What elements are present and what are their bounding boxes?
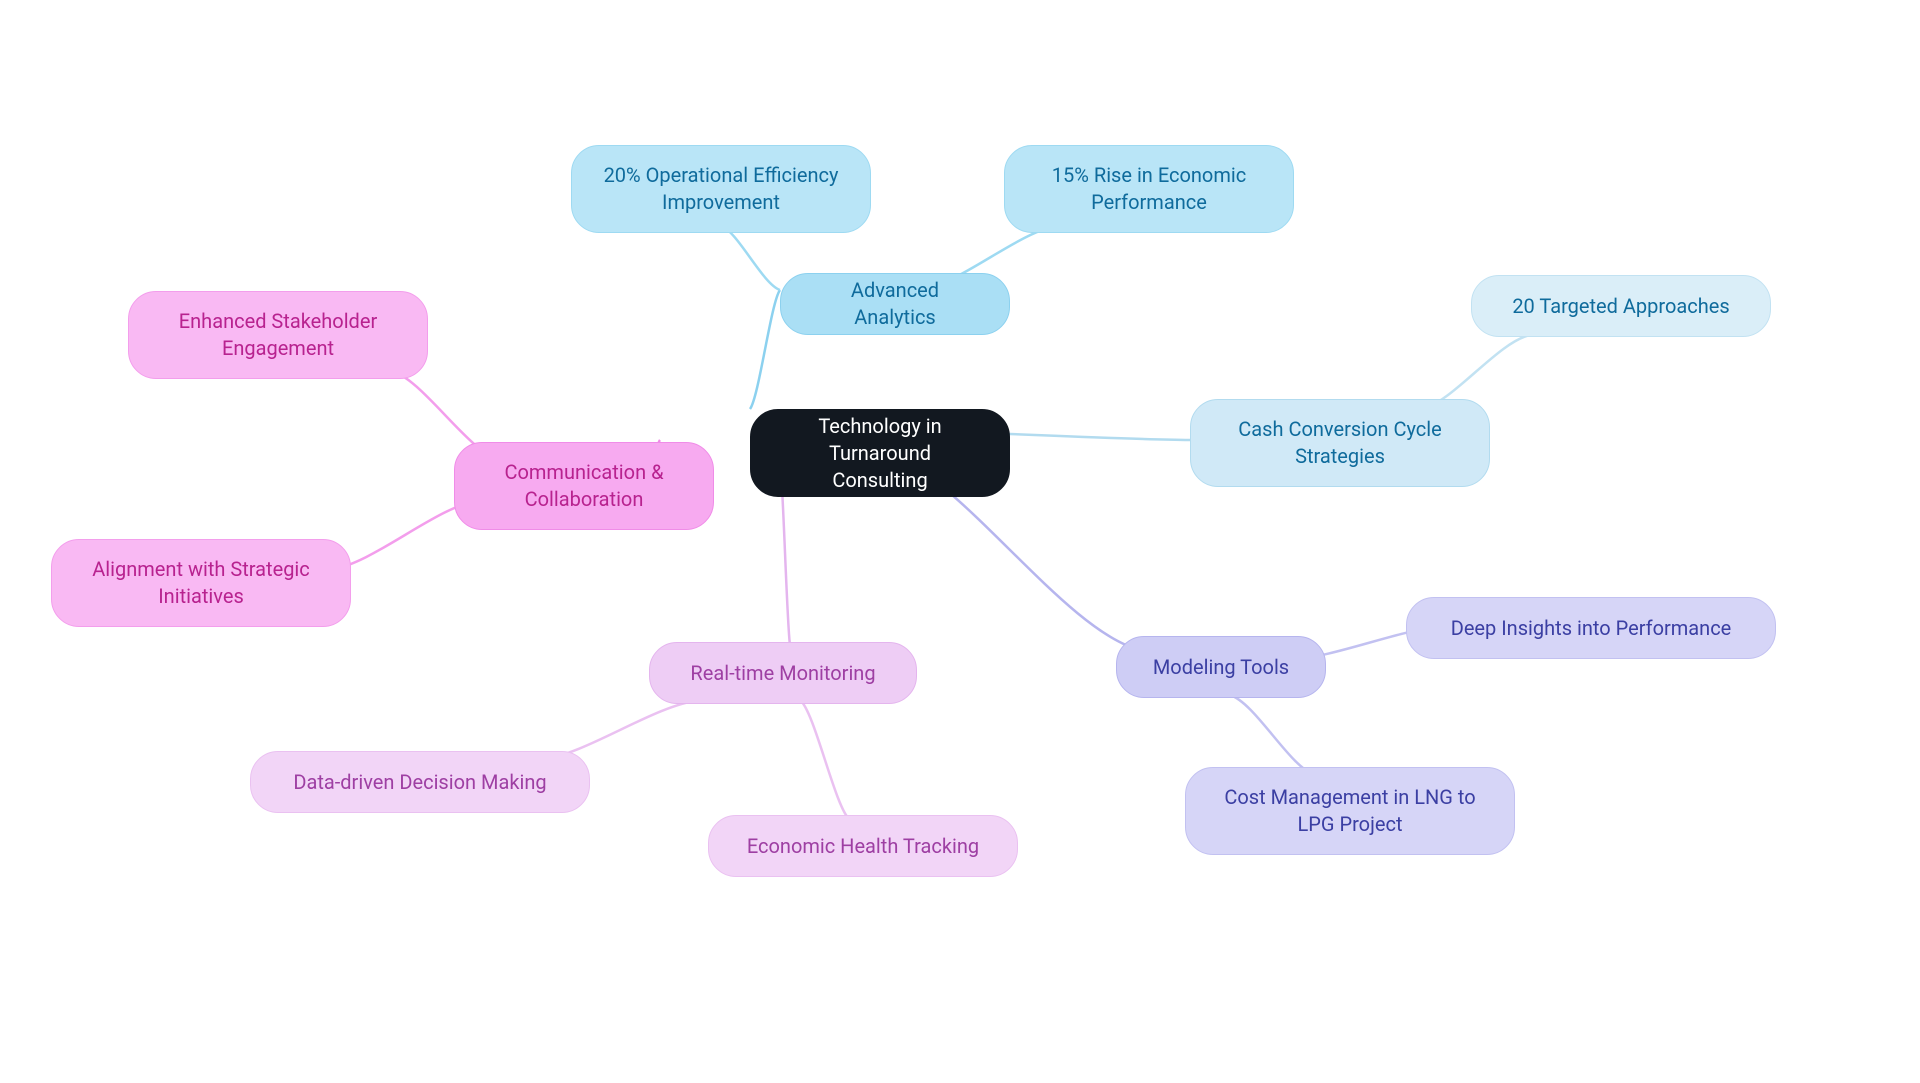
leaf-node-alignment: Alignment with Strategic Initiatives (51, 539, 351, 627)
branch-node-realtime: Real-time Monitoring (649, 642, 917, 704)
leaf-node-targeted: 20 Targeted Approaches (1471, 275, 1771, 337)
branch-node-analytics: Advanced Analytics (780, 273, 1010, 335)
leaf-node-econ-health: Economic Health Tracking (708, 815, 1018, 877)
edge (750, 290, 780, 409)
branch-node-cash-cycle: Cash Conversion Cycle Strategies (1190, 399, 1490, 487)
leaf-node-deep-insights: Deep Insights into Performance (1406, 597, 1776, 659)
edge (800, 700, 850, 820)
leaf-node-econ-perf: 15% Rise in Economic Performance (1004, 145, 1294, 233)
branch-node-modeling: Modeling Tools (1116, 636, 1326, 698)
center-node: Technology in Turnaround Consulting (750, 409, 1010, 497)
leaf-node-cost-mgmt: Cost Management in LNG to LPG Project (1185, 767, 1515, 855)
edge (1230, 695, 1315, 775)
edge (720, 225, 780, 290)
branch-node-comm: Communication & Collaboration (454, 442, 714, 530)
leaf-node-data-driven: Data-driven Decision Making (250, 751, 590, 813)
leaf-node-stakeholder: Enhanced Stakeholder Engagement (128, 291, 428, 379)
leaf-node-op-eff: 20% Operational Efficiency Improvement (571, 145, 871, 233)
